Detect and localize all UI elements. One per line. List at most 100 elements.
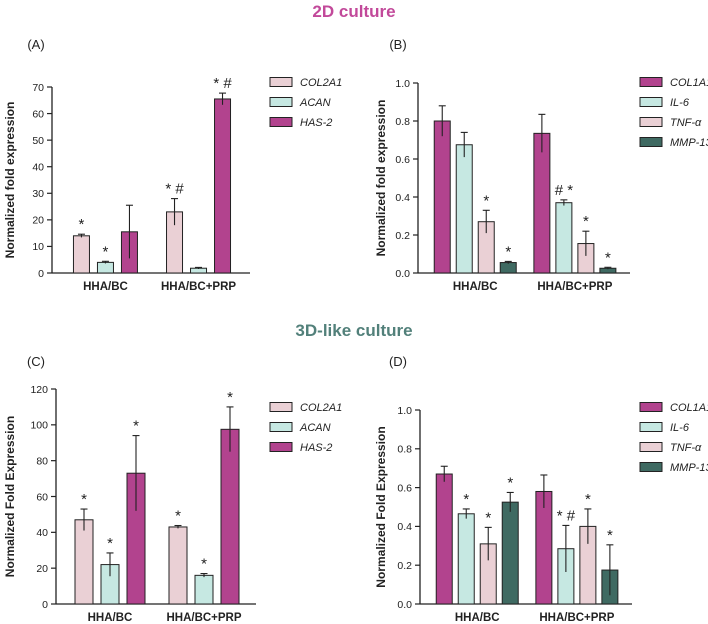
legend-label: IL-6 [670, 97, 690, 109]
significance-marker: * [585, 491, 591, 508]
y-tick-label: 0 [42, 599, 48, 611]
y-tick-label: 1.0 [395, 78, 410, 90]
x-category-label: HHA/BC [88, 612, 133, 624]
legend-label: ACAN [299, 422, 331, 434]
significance-marker: * [505, 243, 511, 260]
legend-swatch [639, 442, 663, 452]
x-category-label: HHA/BC [455, 612, 500, 624]
significance-marker: * [485, 509, 491, 526]
legend-label: COL2A1 [300, 77, 342, 89]
legend-label: HAS-2 [300, 117, 332, 129]
y-tick-label: 0.2 [395, 230, 410, 242]
legend-swatch [269, 97, 293, 107]
y-tick-label: 1.0 [397, 405, 412, 417]
legend-swatch [639, 402, 663, 412]
legend-label: ACAN [299, 97, 331, 109]
y-axis-title: Normalized fold expression [374, 100, 388, 257]
y-tick-label: 40 [32, 162, 44, 174]
significance-marker: * # [165, 181, 184, 198]
legend-swatch [639, 422, 663, 432]
bar [72, 235, 90, 274]
significance-marker: * [227, 389, 233, 406]
legend-label: TNF-α [670, 117, 702, 129]
significance-marker: * [201, 556, 207, 573]
bar [555, 202, 573, 274]
bar [220, 428, 240, 605]
x-category-label: HHA/BC [83, 281, 128, 293]
section-title-3d: 3D-like culture [295, 321, 412, 340]
y-axis-title: Normalized Fold Expression [3, 416, 17, 577]
panel-label: (B) [389, 37, 406, 52]
y-tick-label: 30 [32, 188, 44, 200]
y-tick-label: 120 [30, 384, 48, 396]
y-tick-label: 0.4 [395, 192, 410, 204]
x-category-label: HHA/BC+PRP [539, 612, 614, 624]
legend-label: MMP-13 [670, 137, 708, 149]
legend-label: MMP-13 [670, 462, 708, 474]
legend-swatch [269, 77, 293, 87]
bar [501, 501, 519, 605]
y-tick-label: 70 [32, 82, 44, 94]
significance-marker: * [133, 418, 139, 435]
y-tick-label: 60 [36, 491, 48, 503]
legend-swatch [269, 117, 293, 127]
y-tick-label: 10 [32, 241, 44, 253]
bar [535, 490, 553, 605]
y-axis-title: Normalized Fold Expression [374, 426, 388, 587]
y-tick-label: 0.0 [397, 599, 412, 611]
significance-marker: # * [555, 182, 574, 199]
legend-label: COL1A1 [670, 77, 708, 89]
panel-label: (A) [27, 37, 44, 52]
y-tick-label: 20 [32, 215, 44, 227]
y-tick-label: 80 [36, 455, 48, 467]
significance-marker: * [107, 535, 113, 552]
bar [74, 519, 94, 605]
chart-panel-c: (C) 0 20 40 60 80 100 120 Normalized Fold Expres… [3, 354, 342, 624]
bar [499, 262, 517, 274]
significance-marker: * [607, 527, 613, 544]
x-category-label: HHA/BC+PRP [161, 281, 236, 293]
y-tick-label: 20 [36, 563, 48, 575]
y-tick-label: 50 [32, 135, 44, 147]
significance-marker: * [583, 213, 589, 230]
y-tick-label: 0.2 [397, 560, 412, 572]
y-tick-label: 0.0 [395, 268, 410, 280]
significance-marker: * [605, 249, 611, 266]
bar [194, 574, 214, 605]
significance-marker: * [81, 491, 87, 508]
legend-swatch [639, 462, 663, 472]
bar [435, 473, 453, 605]
chart-panels: (A) 0 10 20 30 40 50 60 70 Normalized fold expres… [3, 37, 708, 624]
significance-marker: * [507, 474, 513, 491]
panel-label: (C) [27, 354, 45, 369]
y-tick-label: 100 [30, 420, 48, 432]
significance-marker: * [79, 216, 85, 233]
section-title-2d: 2D culture [312, 2, 395, 21]
panel-label: (D) [389, 354, 407, 369]
chart-panel-d: (D) 0.0 0.2 0.4 0.6 0.8 1.0 Normalized Fold Exp… [374, 354, 708, 624]
bar [214, 98, 232, 274]
y-tick-label: 60 [32, 108, 44, 120]
y-tick-label: 0.4 [397, 521, 412, 533]
bar [433, 120, 451, 274]
legend-label: IL-6 [670, 422, 690, 434]
x-category-label: HHA/BC+PRP [166, 612, 241, 624]
legend-label: TNF-α [670, 442, 702, 454]
chart-panel-b: (B) 0.0 0.2 0.4 0.6 0.8 1.0 Normalized fold exp… [374, 37, 708, 293]
y-tick-label: 0.8 [395, 116, 410, 128]
x-category-label: HHA/BC+PRP [537, 281, 612, 293]
significance-marker: * [463, 491, 469, 508]
bar [96, 261, 114, 274]
y-tick-label: 0.8 [397, 444, 412, 456]
legend-swatch [639, 117, 663, 127]
bar [168, 526, 188, 605]
legend-swatch [639, 77, 663, 87]
chart-panel-a: (A) 0 10 20 30 40 50 60 70 Normalized fold expres… [3, 37, 342, 293]
legend-swatch [639, 97, 663, 107]
legend-label: HAS-2 [300, 442, 332, 454]
y-tick-label: 0 [38, 268, 44, 280]
significance-marker: * # [557, 507, 576, 524]
y-tick-label: 0.6 [395, 154, 410, 166]
legend-label: COL2A1 [300, 402, 342, 414]
